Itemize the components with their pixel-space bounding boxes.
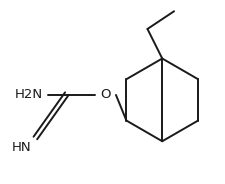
Text: HN: HN	[11, 141, 31, 154]
Text: O: O	[99, 89, 110, 101]
Text: H2N: H2N	[15, 89, 43, 101]
